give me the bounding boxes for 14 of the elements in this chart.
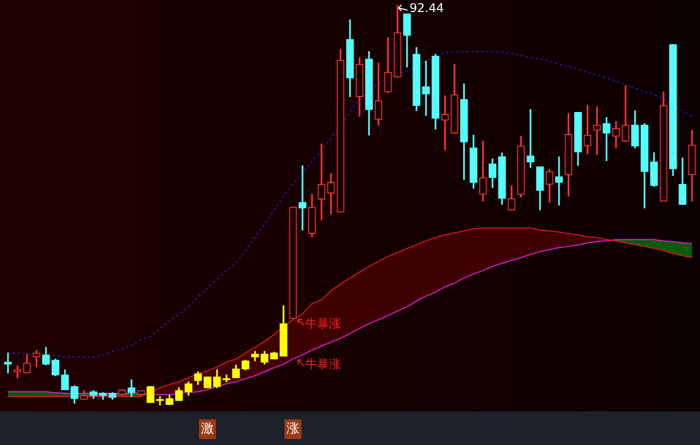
annotation: 牛暴涨 xyxy=(304,316,341,331)
annotation: 牛暴涨 xyxy=(304,357,341,372)
x-tick-label: 激 xyxy=(200,422,214,437)
candlestick xyxy=(526,109,534,168)
candlestick xyxy=(4,352,12,374)
candlestick xyxy=(298,165,306,230)
candlestick xyxy=(584,105,592,154)
candlestick xyxy=(555,156,563,206)
candlestick xyxy=(318,144,326,220)
candlestick xyxy=(602,117,610,162)
candlestick xyxy=(593,106,601,156)
annotation: 92.44 xyxy=(410,1,444,16)
candlestick xyxy=(441,96,449,150)
x-tick-label: 涨 xyxy=(286,422,300,437)
